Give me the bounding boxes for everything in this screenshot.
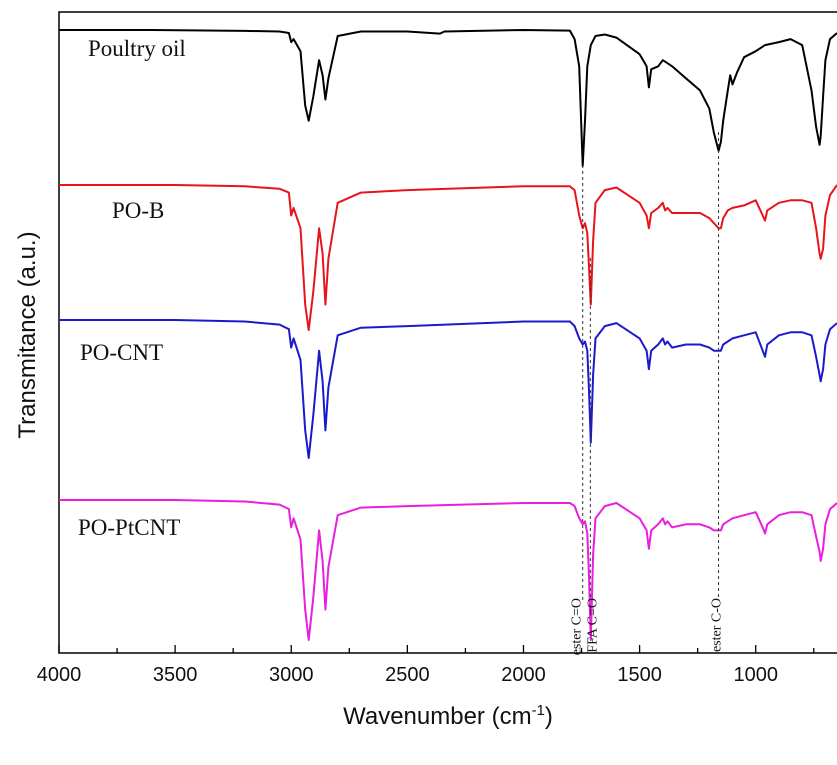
x-tick-label: 3500: [153, 664, 198, 686]
series-label: Poultry oil: [88, 36, 186, 61]
annotation-label: ester C=O: [570, 598, 585, 655]
series-line-po-b: [59, 184, 837, 331]
annotation-label: FFA C=O: [585, 598, 600, 653]
peak-annotations: ester C=O FFA C=O ester C-O: [570, 132, 725, 655]
x-tick-label: 2000: [501, 664, 546, 686]
series-label: PO-CNT: [80, 340, 163, 365]
spectra-series: [59, 29, 837, 641]
x-tick-label: 3000: [269, 664, 314, 686]
x-axis-ticks: 4000 3500 3000 2500 2000 1500 1000: [37, 645, 815, 686]
x-tick-label: 2500: [385, 664, 430, 686]
series-line-poultry-oil: [59, 29, 837, 167]
series-line-po-ptcnt: [59, 499, 837, 641]
annotation-label: ester C-O: [710, 598, 725, 652]
x-tick-label: 1000: [733, 664, 778, 686]
series-label: PO-PtCNT: [78, 515, 180, 540]
x-tick-label: 1500: [617, 664, 662, 686]
x-axis-title: Wavenumber (cm-1): [343, 702, 553, 730]
series-label: PO-B: [112, 198, 164, 223]
plot-frame: [58, 11, 837, 654]
y-axis-title: Transmitance (a.u.): [14, 231, 41, 438]
series-line-po-cnt: [59, 319, 837, 459]
series-labels: Poultry oil PO-B PO-CNT PO-PtCNT: [78, 36, 186, 540]
x-tick-label: 4000: [37, 664, 82, 686]
